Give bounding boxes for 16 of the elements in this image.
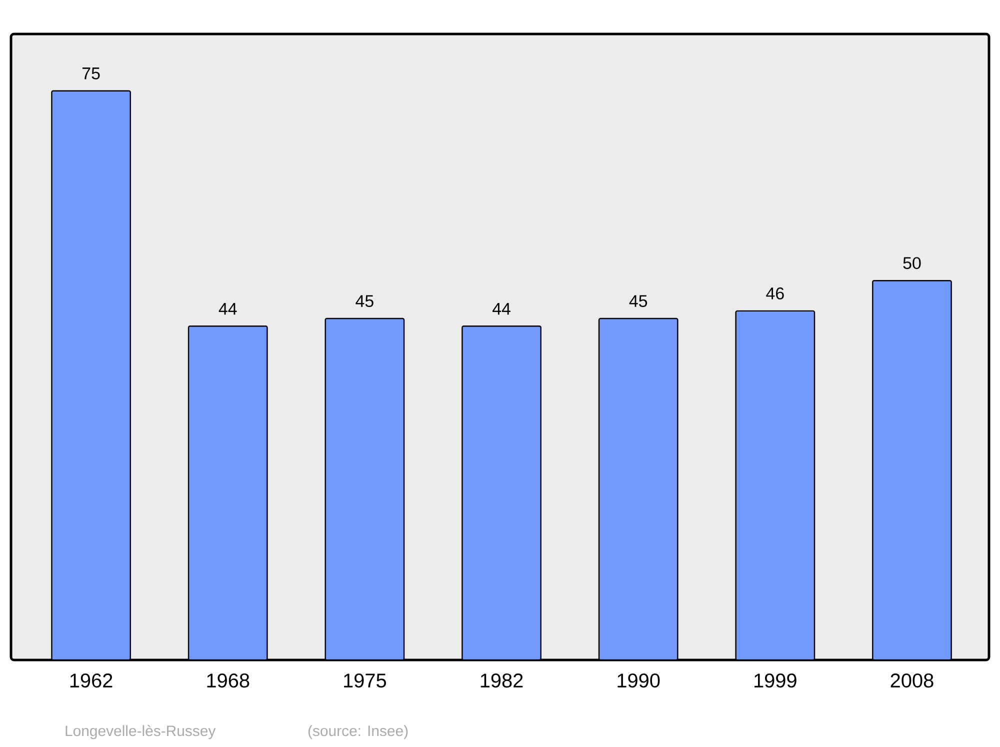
data-label: 44 bbox=[218, 302, 237, 315]
x-tick-label: 2008 bbox=[890, 674, 934, 688]
data-label: 46 bbox=[766, 287, 784, 300]
x-tick-label: 1982 bbox=[480, 674, 523, 688]
x-tick-label: 1968 bbox=[207, 674, 250, 688]
x-tick-label: 1975 bbox=[344, 674, 386, 688]
text: (source: Insee) bbox=[308, 725, 408, 740]
data-label: 44 bbox=[492, 302, 510, 315]
data-label: 45 bbox=[356, 295, 374, 308]
text: Longevelle-lès-Russey bbox=[66, 724, 216, 740]
data-label: 50 bbox=[903, 257, 921, 270]
x-tick-label: 1962 bbox=[70, 674, 112, 688]
x-tick-label: 1999 bbox=[754, 674, 796, 688]
x-tick-label: 1990 bbox=[618, 674, 660, 688]
data-label: 75 bbox=[82, 68, 100, 80]
data-label: 45 bbox=[629, 295, 648, 308]
